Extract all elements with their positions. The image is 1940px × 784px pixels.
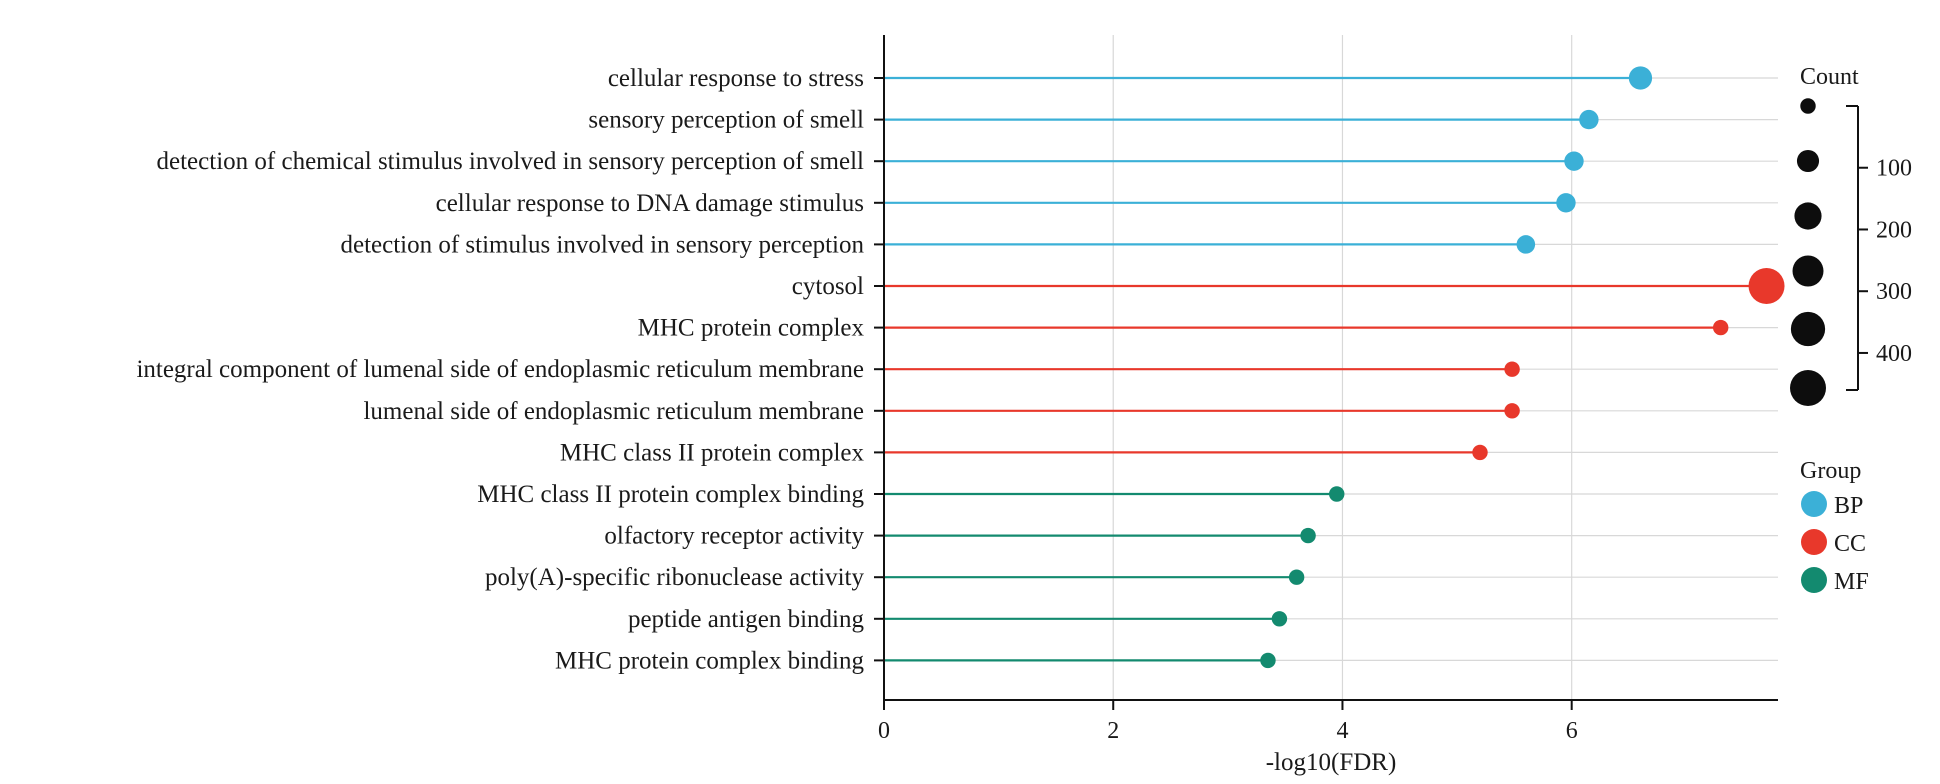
x-axis-ticks: 0 2 4 6 [878,700,1578,744]
lollipop-dot [1748,268,1785,304]
lollipop-dot [1260,652,1276,669]
size-legend-tick-label: 200 [1876,217,1912,243]
axes [874,35,1778,701]
category-labels: cellular response to stress sensory perce… [136,65,864,674]
size-legend-dot [1794,202,1822,230]
lollipop-dot [1504,361,1520,377]
size-legend: Count 100 200 300 400 [1790,64,1912,406]
lollipop-dot [1628,66,1653,90]
category-label: detection of stimulus involved in sensor… [340,231,864,258]
group-legend-label: CC [1834,531,1866,557]
x-tick-label: 6 [1566,718,1578,744]
lollipop-dot [1271,611,1288,627]
size-legend-tick-label: 400 [1876,341,1912,367]
category-label: detection of chemical stimulus involved … [157,148,865,175]
size-legend-dot [1790,311,1826,347]
lollipop-dot [1712,319,1729,336]
category-label: peptide antigen binding [628,606,865,633]
category-label: poly(A)-specific ribonuclease activity [485,564,865,591]
size-legend-tick-label: 300 [1876,279,1912,305]
x-tick-label: 0 [878,718,890,744]
category-label: cellular response to stress [608,65,864,92]
category-label: cellular response to DNA damage stimulus [436,190,864,217]
lollipop-dot [1564,151,1584,171]
lollipop-dot [1516,235,1536,254]
lollipop-dot [1579,109,1599,130]
group-legend-title: Group [1800,458,1861,484]
lollipop-dot [1472,444,1488,461]
lollipop-dot [1329,486,1345,502]
category-label: olfactory receptor activity [604,523,864,550]
lollipop-dot [1300,527,1316,544]
lollipop-dots [1260,66,1785,669]
group-legend-swatch [1801,491,1827,517]
group-legend-swatch [1801,529,1827,555]
category-label: MHC protein complex binding [555,647,864,674]
group-legend: Group BP CC MF [1800,458,1869,595]
size-legend-dot [1796,149,1820,173]
lollipop-stems [884,76,1767,662]
x-tick-label: 2 [1107,718,1119,744]
group-legend-label: BP [1834,493,1863,519]
x-tick-label: 4 [1336,718,1348,744]
size-legend-dot [1792,255,1824,287]
category-label: sensory perception of smell [588,107,864,134]
lollipop-dot [1288,569,1305,585]
size-legend-dot [1790,370,1826,406]
category-label: integral component of lumenal side of en… [136,356,864,383]
category-label: MHC class II protein complex binding [477,481,864,508]
lollipop-dot [1556,193,1576,213]
size-legend-dot [1800,98,1816,114]
category-label: MHC protein complex [638,315,865,342]
category-label: cytosol [792,273,864,300]
lollipop-dot [1504,403,1520,419]
size-legend-tick-label: 100 [1876,156,1912,182]
category-label: lumenal side of endoplasmic reticulum me… [363,398,864,425]
group-legend-swatch [1801,567,1827,593]
category-label: MHC class II protein complex [560,439,865,466]
x-axis-title: -log10(FDR) [1266,749,1397,776]
grid-lines [884,35,1778,700]
group-legend-label: MF [1834,569,1869,595]
size-legend-title: Count [1800,64,1859,90]
